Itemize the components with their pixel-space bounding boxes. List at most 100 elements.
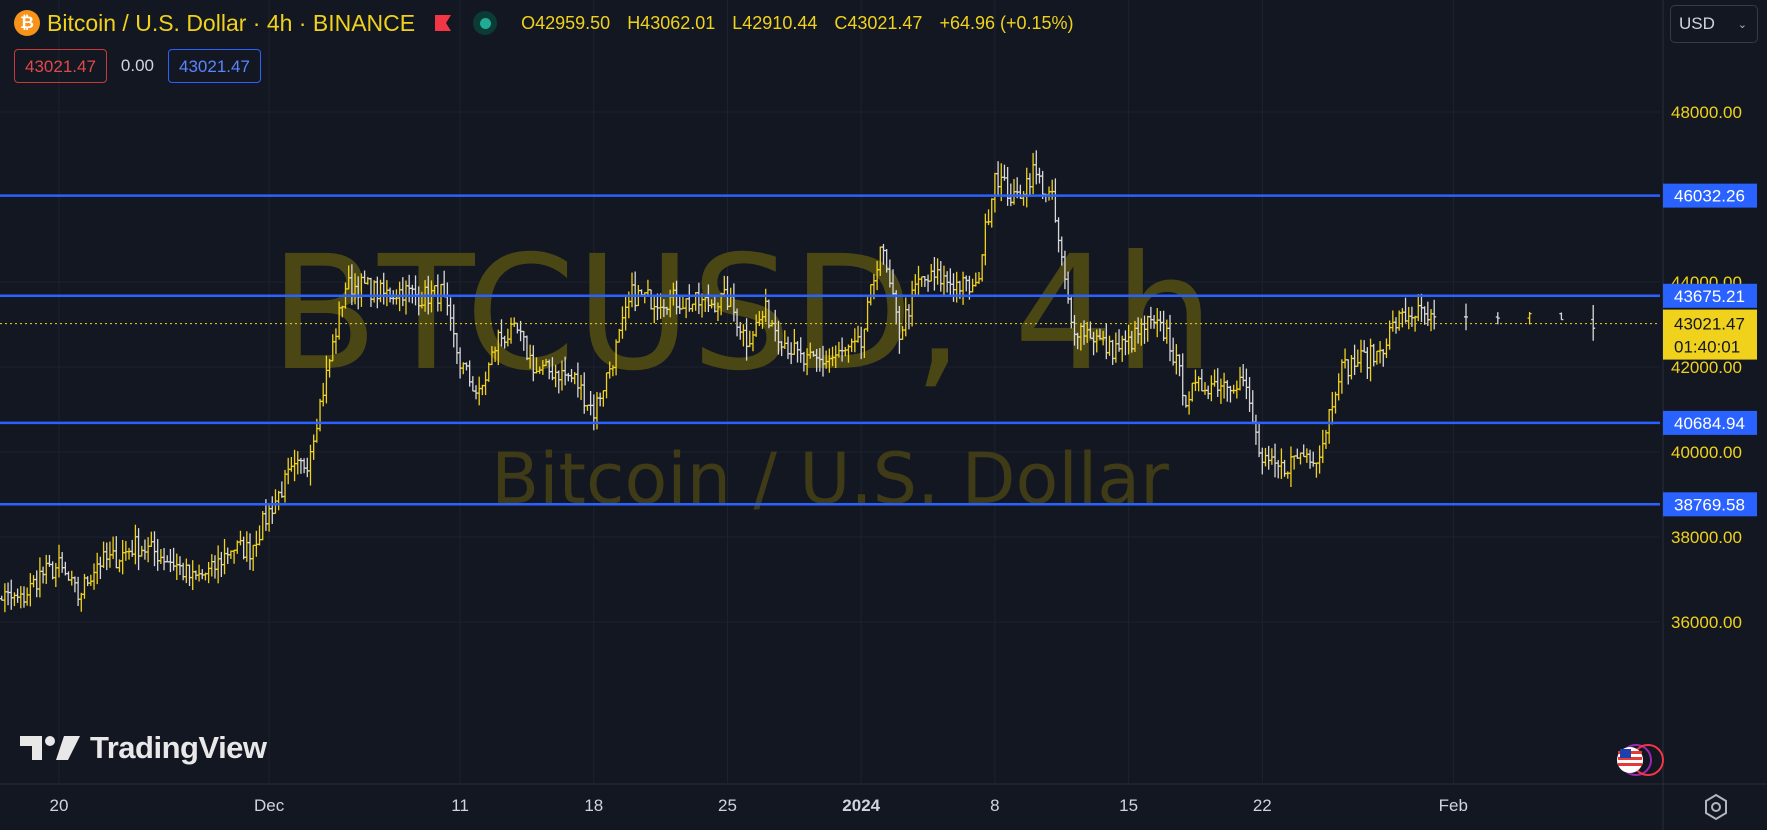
ohlc-bar <box>1225 380 1230 402</box>
ohlc-bar <box>1355 349 1360 367</box>
currency-value: USD <box>1679 14 1715 33</box>
ohlc-bar <box>1352 344 1357 376</box>
ohlc-bar <box>1247 377 1252 412</box>
ohlc-bar <box>1311 451 1316 467</box>
ohlc-bar <box>1384 338 1389 359</box>
x-tick-label: 18 <box>584 796 603 815</box>
ohlc-bar <box>270 496 275 524</box>
ohlc-bar <box>1403 297 1408 323</box>
ohlc-bar <box>28 573 33 607</box>
ohlc-bar <box>142 539 147 560</box>
ohlc-bar <box>248 533 252 570</box>
ohlc-bar <box>1429 309 1434 332</box>
y-tick-label: 42000.00 <box>1671 358 1742 377</box>
ohlc-bar <box>120 539 125 575</box>
ohlc-bar <box>6 582 11 606</box>
ohlc-bar <box>85 576 90 587</box>
tradingview-logo[interactable]: TradingView <box>20 728 267 768</box>
ohlc-bar <box>1314 462 1319 478</box>
ohlc-bar <box>139 545 144 557</box>
ohlc-bar <box>1231 384 1236 394</box>
ohlc-bar <box>1215 368 1220 397</box>
ohlc-bar <box>200 569 205 580</box>
ohlc-bar <box>9 579 14 610</box>
us-flag-icon[interactable] <box>1606 743 1666 777</box>
ohlc-bar <box>1285 471 1290 479</box>
red-flag-icon[interactable] <box>433 14 453 32</box>
ohlc-bar <box>1336 373 1341 401</box>
level-label: 40684.94 <box>1674 414 1745 433</box>
ohlc-bar <box>1228 385 1233 403</box>
horizontal-levels[interactable] <box>0 194 1660 506</box>
market-status-icon[interactable] <box>473 11 498 35</box>
ohlc-bar <box>1432 299 1437 330</box>
ohlc-bar <box>295 451 300 475</box>
gear-icon[interactable] <box>1701 792 1731 822</box>
ohlc-bar <box>1308 449 1313 469</box>
ohlc-bar <box>1400 308 1405 328</box>
buy-price-button[interactable]: 43021.47 <box>168 49 261 83</box>
last-price-label-bg <box>1663 309 1757 360</box>
ohlc-bar <box>133 524 138 565</box>
ohlc-bar <box>1276 459 1281 479</box>
ohlc-bar <box>72 576 77 593</box>
ohlc-bar <box>1292 455 1297 470</box>
ohlc-bar <box>111 536 116 560</box>
ohlc-low: L42910.44 <box>732 12 818 33</box>
ohlc-bar <box>244 531 249 562</box>
ohlc-bar <box>276 490 281 511</box>
ohlc-bar <box>1339 359 1344 394</box>
ohlc-bar <box>162 548 167 571</box>
ohlc-bar <box>225 547 230 565</box>
ohlc-bar <box>149 531 154 547</box>
ohlc-bar <box>232 549 237 564</box>
ohlc-bar <box>44 554 49 584</box>
ohlc-bar <box>992 172 997 213</box>
ohlc-bar <box>104 542 109 571</box>
ohlc-bar <box>181 562 186 581</box>
ohlc-bar <box>50 561 55 580</box>
ohlc-bar <box>1282 459 1287 477</box>
symbol-title[interactable]: Bitcoin / U.S. Dollar · 4h · BINANCE <box>47 9 416 36</box>
price-axis[interactable]: 36000.0038000.0040000.0042000.0044000.00… <box>1671 103 1742 632</box>
currency-select[interactable]: USD ⌄ <box>1670 5 1758 43</box>
ohlc-bar <box>1559 312 1564 321</box>
ohlc-bar <box>184 558 189 584</box>
watermark-description: Bitcoin / U.S. Dollar <box>491 438 1169 520</box>
ohlc-bar <box>1362 340 1367 353</box>
ohlc-bar <box>241 536 246 560</box>
ohlc-bar <box>1464 303 1468 331</box>
ohlc-open: O42959.50 <box>521 12 611 33</box>
ohlc-bar <box>1301 444 1306 458</box>
symbol-legend: ₿ Bitcoin / U.S. Dollar · 4h · BINANCE O… <box>14 8 1091 38</box>
ohlc-bar <box>1288 446 1293 488</box>
level-label-bg <box>1663 183 1757 208</box>
ohlc-change: +64.96 (+0.15%) <box>939 12 1074 33</box>
time-axis[interactable]: 20 Dec 11 18 25 2024 8 15 22 Feb <box>50 796 1468 815</box>
ohlc-bar <box>1250 390 1255 425</box>
ohlc-bar <box>1253 414 1258 445</box>
sell-price-button[interactable]: 43021.47 <box>14 49 107 83</box>
ohlc-bar <box>1346 359 1351 385</box>
ohlc-bar <box>174 553 179 581</box>
ohlc-bar <box>251 544 256 571</box>
ohlc-bar <box>1330 391 1335 425</box>
ohlc-bar <box>1390 310 1395 332</box>
ohlc-bar <box>222 538 227 575</box>
ohlc-bar <box>308 444 313 486</box>
ohlc-bar <box>101 541 106 568</box>
ohlc-bar <box>1317 445 1322 474</box>
ohlc-bar <box>1034 150 1039 185</box>
ohlc-bar <box>1222 372 1227 399</box>
ohlc-bar <box>165 555 170 563</box>
ohlc-bar <box>209 554 214 577</box>
ohlc-bar <box>1378 341 1383 364</box>
y-tick-label: 48000.00 <box>1671 103 1742 122</box>
ohlc-bar <box>25 587 30 606</box>
ohlc-bar <box>1416 294 1421 322</box>
ohlc-bar <box>1047 186 1052 201</box>
ohlc-bar <box>0 597 1 600</box>
ohlc-close: C43021.47 <box>834 12 923 33</box>
